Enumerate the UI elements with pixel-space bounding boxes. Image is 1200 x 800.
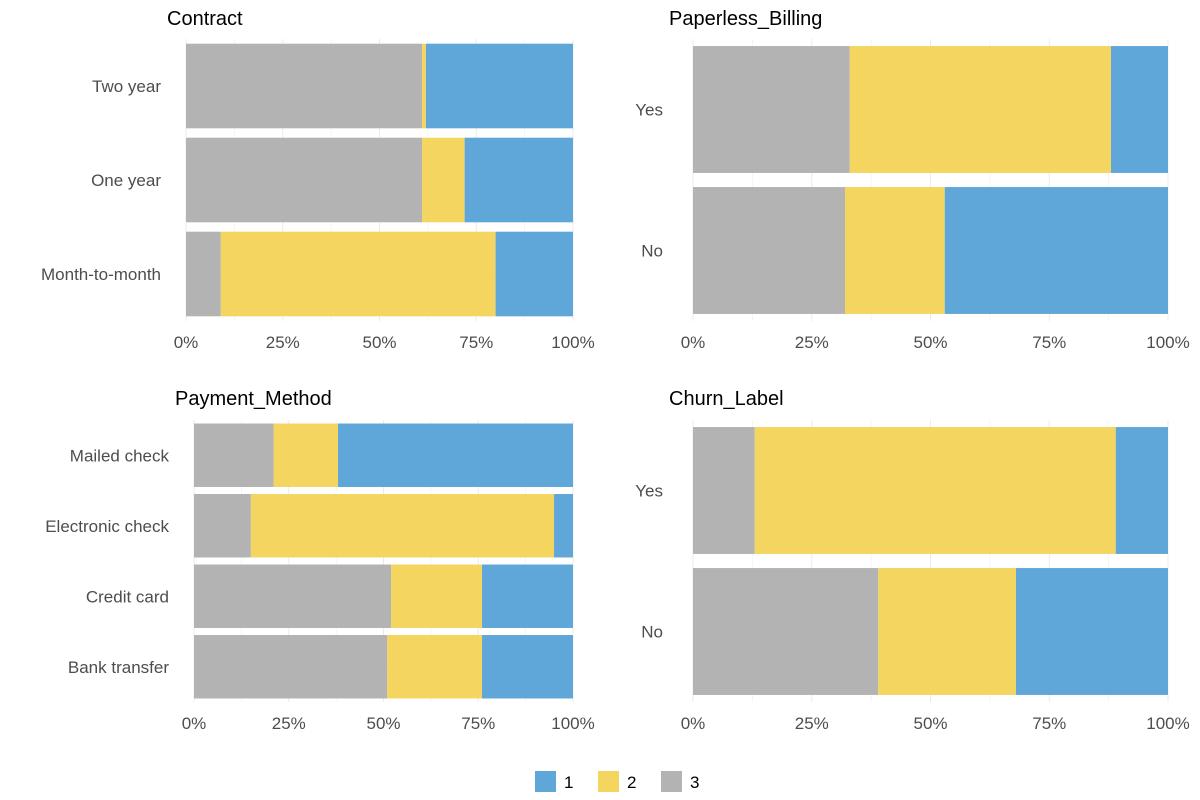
x-tick-label: 75% (459, 333, 493, 352)
x-tick-label: 50% (362, 333, 396, 352)
category-label: Yes (635, 101, 663, 120)
panel-title: Contract (167, 8, 243, 30)
bar-segment-2 (250, 494, 555, 558)
bar-segment-2 (220, 231, 496, 317)
category-label: Mailed check (70, 446, 170, 465)
x-tick-label: 25% (795, 333, 829, 352)
category-label: Yes (635, 482, 663, 501)
x-tick-label: 25% (266, 333, 300, 352)
bar-segment-3 (186, 43, 423, 129)
panel-paperless-billing: Yes No 0% 25% 50% 75% 100% Paperless_Billing (635, 8, 1189, 352)
category-label: No (641, 242, 663, 261)
x-tick-label: 100% (551, 333, 594, 352)
x-tick-label: 0% (681, 714, 706, 733)
bar-segment-3 (693, 46, 850, 173)
bar-segment-3 (186, 137, 423, 223)
bar-segment-2 (422, 43, 426, 129)
panel-title: Payment_Method (175, 388, 332, 410)
panel-title: Churn_Label (669, 388, 784, 410)
bar-segment-3 (194, 635, 388, 699)
panel-contract: Two year One year Month-to-month 0% 25% 50% 75… (41, 8, 595, 352)
panel-title: Paperless_Billing (669, 8, 822, 30)
x-tick-label: 75% (1032, 333, 1066, 352)
bar-segment-3 (693, 427, 755, 554)
category-label: Month-to-month (41, 265, 161, 284)
bar-segment-1 (482, 564, 573, 628)
bar-segment-1 (495, 231, 573, 317)
x-tick-label: 75% (461, 714, 495, 733)
x-tick-label: 75% (1032, 714, 1066, 733)
legend-swatch-2 (598, 771, 619, 792)
bar-segment-2 (878, 568, 1016, 695)
category-label: Electronic check (45, 517, 169, 536)
legend-label: 2 (627, 773, 636, 792)
x-tick-label: 0% (182, 714, 207, 733)
bar-segment-3 (186, 231, 221, 317)
category-label: No (641, 623, 663, 642)
x-tick-label: 0% (174, 333, 199, 352)
bar-segment-2 (845, 187, 945, 314)
legend-label: 3 (690, 773, 699, 792)
legend: 1 2 3 (535, 771, 699, 792)
x-tick-label: 0% (681, 333, 706, 352)
category-label: Credit card (86, 587, 169, 606)
bar-segment-3 (693, 568, 879, 695)
bar-segment-1 (554, 494, 573, 558)
bar-segment-2 (387, 635, 483, 699)
bar-segment-1 (338, 423, 573, 487)
bar-segment-2 (273, 423, 339, 487)
x-tick-label: 25% (272, 714, 306, 733)
bar-segment-1 (1115, 427, 1168, 554)
x-tick-label: 50% (913, 714, 947, 733)
bar-segment-2 (422, 137, 465, 223)
bar-segment-3 (693, 187, 845, 314)
category-label: Bank transfer (68, 658, 169, 677)
bar-segment-1 (1111, 46, 1168, 173)
bar-segment-3 (194, 564, 392, 628)
x-tick-label: 25% (795, 714, 829, 733)
bar-segment-1 (1016, 568, 1168, 695)
x-tick-label: 100% (1146, 714, 1189, 733)
bar-segment-3 (194, 494, 251, 558)
bar-segment-1 (464, 137, 573, 223)
panel-payment-method: Mailed check Electronic check Credit card B… (45, 388, 595, 733)
panel-churn-label: Yes No 0% 25% 50% 75% 100% Churn_Label (635, 388, 1189, 733)
bar-segment-2 (391, 564, 483, 628)
bar-segment-2 (849, 46, 1111, 173)
x-tick-label: 100% (1146, 333, 1189, 352)
x-tick-label: 50% (366, 714, 400, 733)
category-label: One year (91, 171, 161, 190)
bar-segment-1 (482, 635, 573, 699)
legend-swatch-3 (661, 771, 682, 792)
legend-label: 1 (564, 773, 573, 792)
bar-segment-2 (754, 427, 1116, 554)
bar-segment-3 (194, 423, 274, 487)
category-label: Two year (92, 77, 161, 96)
legend-swatch-1 (535, 771, 556, 792)
bar-segment-1 (944, 187, 1168, 314)
x-tick-label: 100% (551, 714, 594, 733)
bar-segment-1 (425, 43, 573, 129)
x-tick-label: 50% (913, 333, 947, 352)
